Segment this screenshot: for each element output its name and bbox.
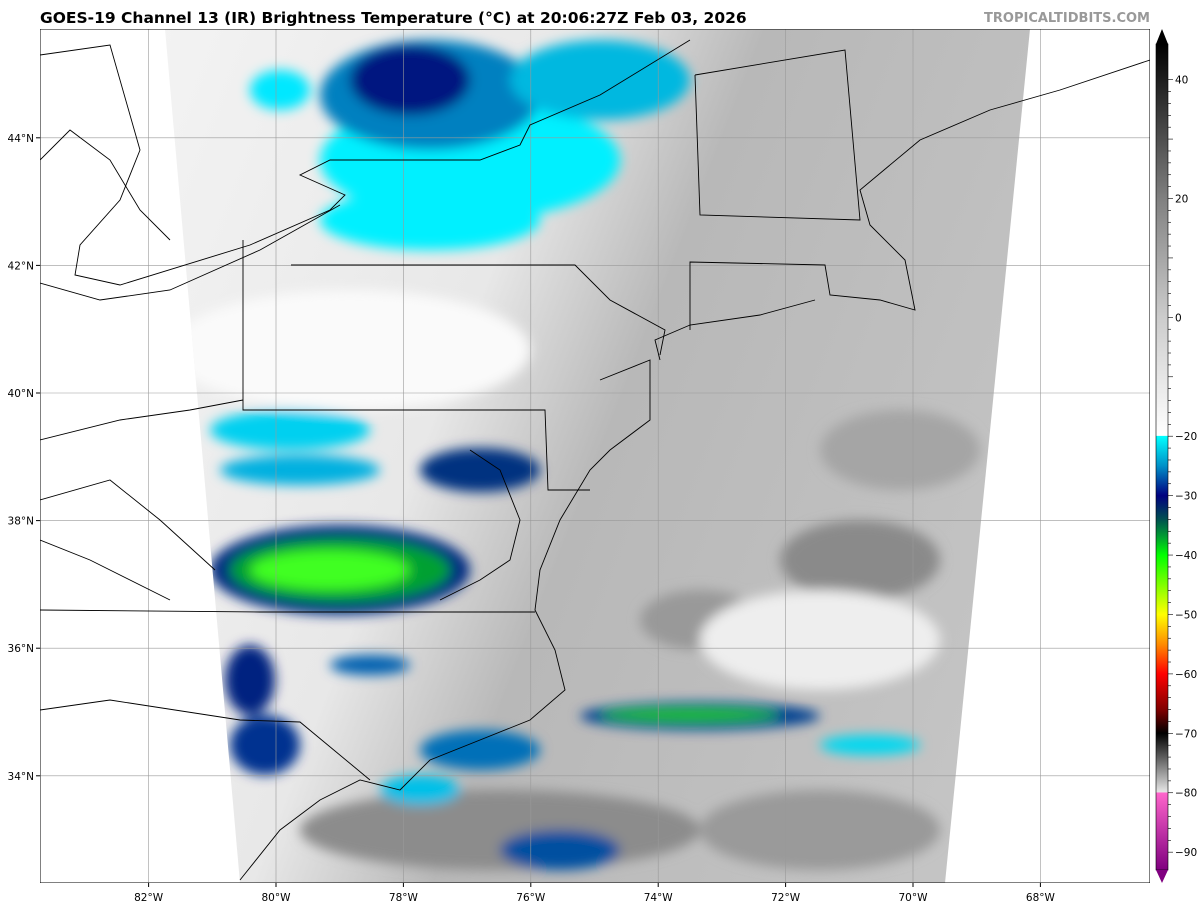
longitude-ticks: 82°W 80°W 78°W 76°W 74°W 72°W 70°W 68°W — [134, 883, 1056, 904]
lat-tick-label: 34°N — [8, 771, 34, 783]
lat-tick-label: 40°N — [8, 388, 34, 400]
lat-tick-label: 42°N — [8, 260, 34, 272]
lon-tick-label: 72°W — [771, 892, 801, 904]
map-area — [40, 29, 1150, 883]
colorbar-tick-label: −40 — [1175, 550, 1197, 562]
lon-tick-label: 80°W — [262, 892, 292, 904]
coastlines-and-borders — [40, 39, 1150, 881]
lon-tick-label: 74°W — [644, 892, 674, 904]
lat-tick-label: 36°N — [8, 643, 34, 655]
ir-imagery — [165, 29, 1030, 883]
colorbar-extend-max — [1156, 29, 1168, 44]
latitude-ticks: 44°N 42°N 40°N 38°N 36°N 34°N — [8, 133, 40, 783]
colorbar: 40 20 0 −20 −30 −40 −50 −60 −70 −80 −90 — [1155, 29, 1197, 883]
colorbar-tick-label: 20 — [1175, 194, 1188, 206]
colorbar-tick-label: −50 — [1175, 609, 1197, 621]
lon-tick-label: 82°W — [134, 892, 164, 904]
colorbar-tick-label: 0 — [1175, 312, 1182, 324]
graticule — [40, 29, 1150, 883]
colorbar-tick-label: −90 — [1175, 847, 1197, 859]
colorbar-tick-label: −60 — [1175, 669, 1197, 681]
map-title: GOES-19 Channel 13 (IR) Brightness Tempe… — [40, 9, 747, 27]
colorbar-tick-label: −30 — [1175, 491, 1197, 503]
watermark: TROPICALTIDBITS.COM — [984, 11, 1150, 26]
colorbar-tick-label: 40 — [1175, 75, 1188, 87]
lat-tick-label: 38°N — [8, 516, 34, 528]
lon-tick-label: 70°W — [899, 892, 929, 904]
colorbar-tick-label: −70 — [1175, 728, 1197, 740]
colorbar-extend-min — [1156, 870, 1168, 883]
colorbar-tick-label: −20 — [1175, 431, 1197, 443]
lon-tick-label: 78°W — [389, 892, 419, 904]
lat-tick-label: 44°N — [8, 133, 34, 145]
lon-tick-label: 76°W — [516, 892, 546, 904]
colorbar-tick-label: −80 — [1175, 788, 1197, 800]
lon-tick-label: 68°W — [1026, 892, 1056, 904]
